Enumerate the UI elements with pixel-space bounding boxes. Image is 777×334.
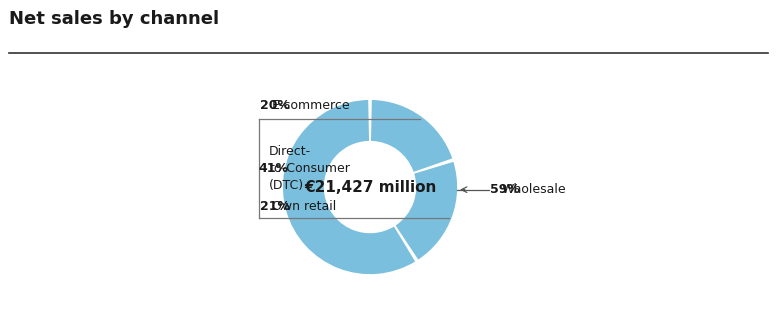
Text: €21,427 million: €21,427 million (304, 180, 436, 194)
Wedge shape (395, 162, 457, 260)
Text: E-commerce: E-commerce (272, 99, 350, 112)
Text: 59%: 59% (490, 183, 520, 196)
Text: 41%: 41% (259, 162, 288, 175)
Text: Wholesale: Wholesale (501, 183, 566, 196)
Wedge shape (371, 100, 452, 172)
Text: Net sales by channel: Net sales by channel (9, 10, 219, 28)
Wedge shape (283, 100, 415, 274)
Text: Direct-
to-Consumer
(DTC): Direct- to-Consumer (DTC) (269, 145, 350, 192)
Text: 21%: 21% (260, 200, 291, 213)
Text: Own retail: Own retail (272, 200, 336, 213)
Text: 20%: 20% (260, 99, 291, 112)
